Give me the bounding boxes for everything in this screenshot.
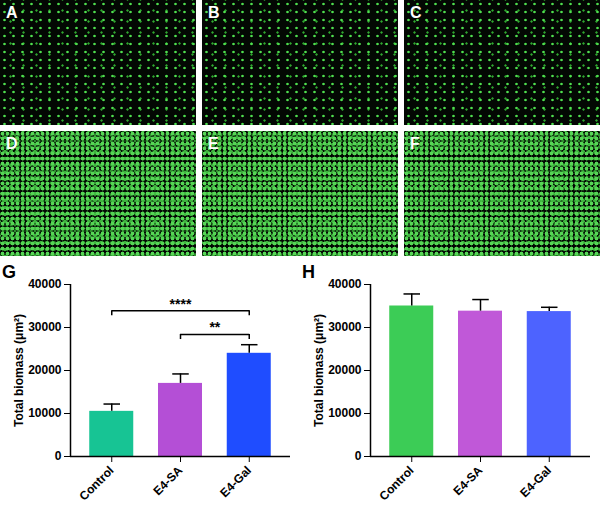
svg-text:Total biomass (μm²): Total biomass (μm²)	[12, 314, 26, 427]
svg-text:Total biomass (μm²): Total biomass (μm²)	[312, 314, 326, 427]
html-text:H: H	[302, 262, 315, 282]
svg-text:**: **	[209, 319, 220, 335]
html-text:C: C	[410, 4, 422, 21]
svg-text:Control: Control	[377, 463, 417, 503]
svg-text:20000: 20000	[328, 363, 362, 377]
svg-text:E4-SA: E4-SA	[450, 463, 485, 498]
svg-text:E4-Gal: E4-Gal	[217, 463, 254, 500]
svg-text:40000: 40000	[28, 277, 62, 291]
svg-text:30000: 30000	[328, 320, 362, 334]
html-text:F: F	[410, 135, 420, 152]
svg-text:****: ****	[170, 296, 192, 312]
svg-text:Control: Control	[77, 463, 117, 503]
html-text:D: D	[6, 135, 18, 152]
html-text:A: A	[6, 4, 18, 21]
svg-text:30000: 30000	[28, 320, 62, 334]
html-text:B: B	[208, 4, 220, 21]
svg-text:0: 0	[355, 449, 362, 463]
html-text:G: G	[2, 262, 16, 282]
html-text:E: E	[208, 135, 219, 152]
svg-text:20000: 20000	[28, 363, 62, 377]
svg-text:E4-Gal: E4-Gal	[517, 463, 554, 500]
svg-text:10000: 10000	[328, 406, 362, 420]
svg-text:10000: 10000	[28, 406, 62, 420]
svg-text:E4-SA: E4-SA	[150, 463, 185, 498]
svg-text:0: 0	[55, 449, 62, 463]
svg-text:40000: 40000	[328, 277, 362, 291]
